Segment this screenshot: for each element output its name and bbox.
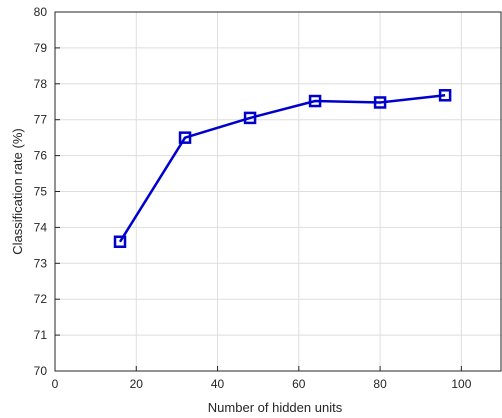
series-line — [118, 94, 446, 243]
x-tick-label: 60 — [292, 377, 306, 391]
grid — [55, 12, 502, 371]
y-tick-label: 74 — [34, 220, 48, 234]
y-tick-label: 78 — [34, 77, 48, 91]
y-tick-label: 80 — [34, 5, 48, 19]
y-tick-label: 71 — [34, 328, 48, 342]
x-tick-label: 0 — [52, 377, 59, 391]
x-axis-label: Number of hidden units — [208, 400, 343, 415]
x-tick-label: 100 — [451, 377, 471, 391]
y-tick-label: 75 — [34, 185, 48, 199]
y-tick-label: 73 — [34, 256, 48, 270]
y-tick-label: 72 — [34, 292, 48, 306]
y-axis-label: Classification rate (%) — [10, 128, 25, 254]
x-tick-label: 40 — [211, 377, 225, 391]
data-point-marker — [308, 94, 322, 108]
series — [113, 89, 452, 249]
x-tick-label: 20 — [130, 377, 144, 391]
data-point-marker — [243, 111, 257, 125]
y-tick-label: 77 — [34, 113, 48, 127]
data-point-marker — [178, 131, 192, 144]
data-point-marker — [113, 235, 127, 249]
y-tick-label: 76 — [34, 149, 48, 163]
data-point-marker — [438, 89, 452, 102]
data-point-marker — [373, 96, 387, 109]
ticks: 0 20 40 60 80 100 70 71 72 73 74 75 76 77 78 79 80 — [34, 5, 472, 391]
y-tick-label: 79 — [34, 41, 48, 55]
x-tick-label: 80 — [373, 377, 387, 391]
y-tick-label: 70 — [34, 364, 48, 378]
